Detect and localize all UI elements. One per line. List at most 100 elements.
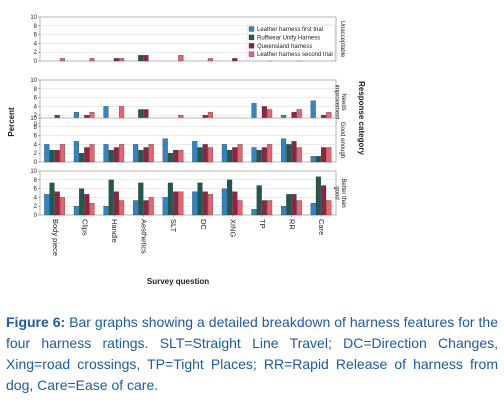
legend-swatch-leather-harness-second-trial xyxy=(248,51,255,57)
bar-good-enough-care-leather-harness-second-trial xyxy=(326,147,332,163)
y-tick-label: 10 xyxy=(30,116,37,122)
bar-better-than-good-clips-queensland-harness xyxy=(84,194,90,216)
bar-good-enough-tp-queensland-harness xyxy=(261,147,267,163)
bar-better-than-good-handle-ruffwear-unify-harness xyxy=(108,179,114,216)
bar-better-than-good-body-piece-ruffwear-unify-harness xyxy=(49,182,55,216)
x-tick-label-clips: Clips xyxy=(80,219,89,236)
x-axis-title: Survey question xyxy=(147,277,209,286)
bar-good-enough-tp-leather-harness-second-trial xyxy=(267,144,273,163)
bar-good-enough-body-piece-leather-harness-first-trial xyxy=(44,144,50,163)
bar-better-than-good-clips-leather-harness-second-trial xyxy=(89,202,95,216)
bar-good-enough-body-piece-ruffwear-unify-harness xyxy=(49,149,55,163)
panel-better-than-good: 0 2 4 6 8 10 Better thangood xyxy=(30,169,346,219)
bar-good-enough-body-piece-leather-harness-second-trial xyxy=(59,144,65,163)
bar-good-enough-aesthetics-ruffwear-unify-harness xyxy=(138,149,144,163)
caption-text: Bar graphs showing a detailed breakdown … xyxy=(6,314,498,393)
bar-good-enough-tp-ruffwear-unify-harness xyxy=(256,149,262,163)
bar-unacceptable-slt-leather-harness-second-trial xyxy=(178,55,184,62)
bar-better-than-good-handle-queensland-harness xyxy=(113,191,119,216)
x-tick-label-rr: RR xyxy=(288,219,297,230)
y-tick-label: 6 xyxy=(34,96,38,102)
panels-layer: 0 2 4 6 8 10 Unacceptable 0 2 4 6 8 10 Needsimproveme… xyxy=(30,15,346,256)
bar-better-than-good-clips-leather-harness-first-trial xyxy=(73,206,79,216)
bar-unacceptable-dc-leather-harness-second-trial xyxy=(207,58,213,62)
bar-good-enough-dc-queensland-harness xyxy=(202,144,208,163)
right-axis-title: Response category xyxy=(357,81,366,155)
x-tick-label-handle: Handle xyxy=(110,219,119,243)
bar-better-than-good-xing-leather-harness-first-trial xyxy=(221,188,227,216)
bar-good-enough-xing-leather-harness-second-trial xyxy=(237,144,243,163)
bar-good-enough-aesthetics-queensland-harness xyxy=(143,147,149,163)
y-tick-label: 2 xyxy=(34,204,38,210)
bar-good-enough-dc-leather-harness-first-trial xyxy=(192,141,198,163)
bar-good-enough-rr-leather-harness-first-trial xyxy=(281,138,287,163)
bar-good-enough-clips-leather-harness-second-trial xyxy=(89,144,95,163)
bar-good-enough-handle-leather-harness-first-trial xyxy=(103,144,109,163)
y-tick-label: 0 xyxy=(34,160,38,166)
bar-unacceptable-handle-leather-harness-second-trial xyxy=(119,58,125,62)
bar-unacceptable-xing-queensland-harness xyxy=(232,58,238,62)
bar-better-than-good-body-piece-queensland-harness xyxy=(54,191,60,216)
bar-good-enough-aesthetics-leather-harness-second-trial xyxy=(148,144,154,163)
y-tick-label: 0 xyxy=(34,59,38,65)
harness-bar-chart: Percent Survey question Response categor… xyxy=(7,15,366,286)
panel-good-enough: 0 2 4 6 8 10 Good enough xyxy=(30,116,345,166)
bar-good-enough-xing-ruffwear-unify-harness xyxy=(227,149,233,163)
legend-swatch-ruffwear-unify-harness xyxy=(248,34,255,41)
y-tick-label: 10 xyxy=(30,78,37,84)
y-tick-label: 10 xyxy=(30,169,37,175)
bar-better-than-good-aesthetics-queensland-harness xyxy=(143,200,149,216)
figure-caption: Figure 6: Bar graphs showing a detailed … xyxy=(6,312,498,396)
y-tick-label: 2 xyxy=(34,113,38,119)
y-tick-label: 4 xyxy=(34,142,38,148)
y-tick-label: 6 xyxy=(34,134,38,140)
legend-box xyxy=(246,24,336,61)
bar-good-enough-tp-leather-harness-first-trial xyxy=(251,147,257,163)
y-tick-label: 8 xyxy=(34,125,38,131)
bar-good-enough-rr-queensland-harness xyxy=(291,141,297,163)
bar-better-than-good-xing-ruffwear-unify-harness xyxy=(227,179,233,216)
legend-label-leather-harness-first-trial: Leather harness first trial xyxy=(257,27,323,33)
bar-better-than-good-xing-queensland-harness xyxy=(232,191,238,216)
bar-good-enough-handle-leather-harness-second-trial xyxy=(119,144,125,163)
y-tick-label: 8 xyxy=(34,178,38,184)
bar-good-enough-xing-queensland-harness xyxy=(232,147,238,163)
y-tick-label: 2 xyxy=(34,50,38,56)
bar-good-enough-handle-queensland-harness xyxy=(113,147,119,163)
legend-label-leather-harness-second-trial: Leather harness second trial xyxy=(257,52,333,58)
bar-good-enough-handle-ruffwear-unify-harness xyxy=(108,149,114,163)
x-tick-label-aesthetics: Aesthetics xyxy=(140,219,149,254)
bar-better-than-good-handle-leather-harness-second-trial xyxy=(119,200,125,216)
y-tick-label: 0 xyxy=(34,213,38,219)
bar-better-than-good-slt-ruffwear-unify-harness xyxy=(167,182,173,216)
bar-good-enough-care-leather-harness-first-trial xyxy=(310,156,316,163)
bar-good-enough-clips-ruffwear-unify-harness xyxy=(79,153,85,163)
bar-good-enough-body-piece-queensland-harness xyxy=(54,149,60,163)
x-tick-label-slt: SLT xyxy=(169,219,178,233)
bar-better-than-good-slt-leather-harness-first-trial xyxy=(162,197,168,216)
y-tick-label: 10 xyxy=(30,15,37,21)
bar-better-than-good-handle-leather-harness-first-trial xyxy=(103,206,109,216)
panel-label: Better thangood xyxy=(334,178,347,207)
bar-better-than-good-dc-ruffwear-unify-harness xyxy=(197,182,203,216)
bar-better-than-good-aesthetics-leather-harness-first-trial xyxy=(133,200,139,216)
bar-better-than-good-rr-leather-harness-second-trial xyxy=(296,200,302,216)
bar-good-enough-rr-leather-harness-second-trial xyxy=(296,147,302,163)
bar-better-than-good-xing-leather-harness-second-trial xyxy=(237,200,243,216)
y-tick-label: 0 xyxy=(34,122,38,128)
legend-swatch-leather-harness-first-trial xyxy=(248,26,255,32)
x-tick-label-care: Care xyxy=(317,219,326,235)
panel-label: Unacceptable xyxy=(339,21,345,58)
bar-better-than-good-rr-leather-harness-first-trial xyxy=(281,206,287,216)
y-axis-title: Percent xyxy=(7,107,16,137)
bar-better-than-good-care-ruffwear-unify-harness xyxy=(315,176,321,216)
y-tick-label: 8 xyxy=(34,87,38,93)
bar-good-enough-slt-leather-harness-second-trial xyxy=(178,149,184,163)
bar-better-than-good-clips-ruffwear-unify-harness xyxy=(79,188,85,216)
bar-unacceptable-aesthetics-queensland-harness xyxy=(143,55,149,62)
bar-better-than-good-care-queensland-harness xyxy=(321,185,327,216)
bar-unacceptable-aesthetics-ruffwear-unify-harness xyxy=(138,55,144,62)
bar-better-than-good-tp-leather-harness-first-trial xyxy=(251,209,257,216)
bar-better-than-good-dc-leather-harness-first-trial xyxy=(192,191,198,216)
bar-good-enough-clips-leather-harness-first-trial xyxy=(73,141,79,163)
